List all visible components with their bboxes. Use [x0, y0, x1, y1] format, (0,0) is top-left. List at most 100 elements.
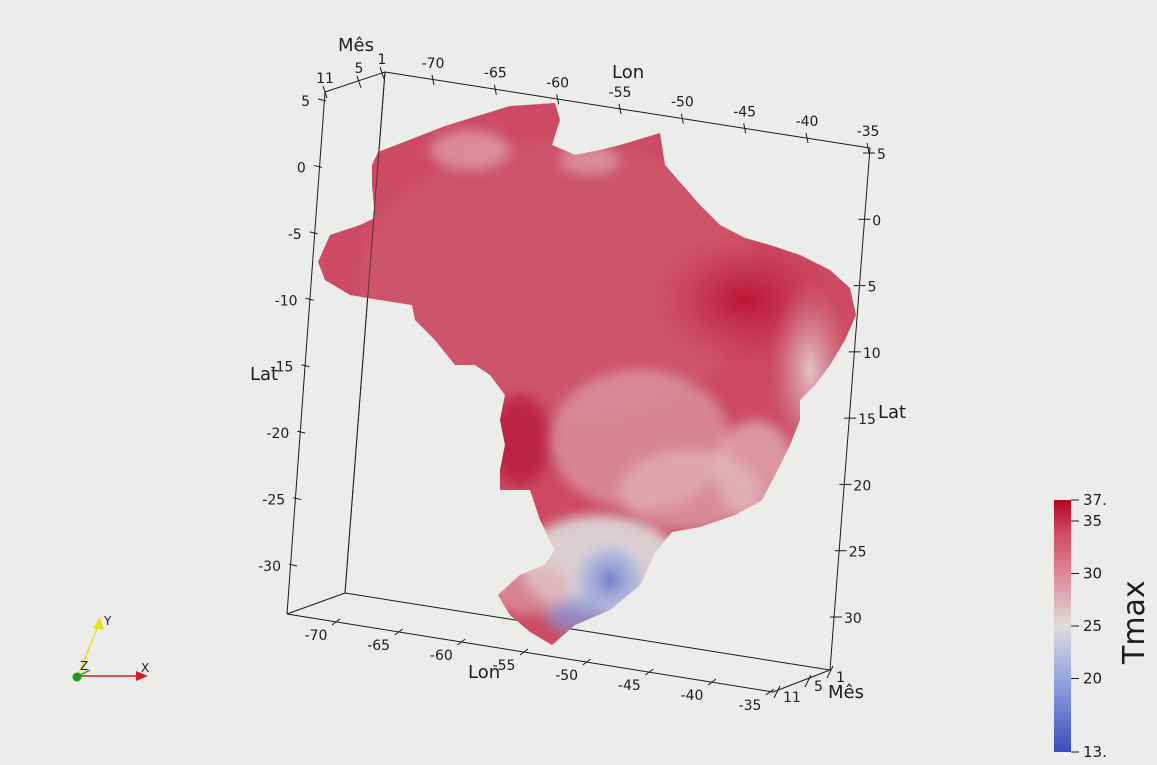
lon-top-tick-label: -60 [546, 75, 569, 91]
lon-top-tick [556, 94, 560, 105]
lon-bottom-tick-label: -70 [305, 628, 328, 644]
legend-max-label: 37. [1083, 491, 1107, 509]
lat-right-tick-label: 30 [844, 611, 862, 627]
lon-top-tick-label: -65 [484, 66, 507, 82]
month-top-tick [379, 66, 385, 80]
month-top-tick-label: 5 [355, 61, 364, 77]
lat-left-tick-label: -20 [266, 426, 289, 442]
z-arrow-head-icon [72, 672, 82, 682]
lat-axis-title-right: Lat [878, 402, 906, 423]
month-top-tick-label: 11 [316, 71, 334, 87]
lat-right-tick-label: 10 [863, 346, 881, 362]
month-ticks-top: 11 51 [316, 52, 387, 99]
lon-axis-title-bottom: Lon [468, 662, 500, 683]
month-bottom-tick-label: 11 [783, 690, 801, 706]
lat-left-tick [305, 297, 314, 301]
lon-top-tick [680, 113, 684, 124]
front-edge [344, 71, 386, 594]
month-top-tick [356, 75, 362, 89]
lon-bottom-tick-label: -65 [367, 638, 390, 654]
lat-right-tick-label: 20 [853, 478, 871, 494]
lat-right-tick-label: 25 [849, 545, 867, 561]
lon-top-tick [743, 123, 747, 134]
lat-right-tick-label: 15 [858, 412, 876, 428]
lon-top-tick-label: -45 [733, 104, 756, 120]
lon-top-tick-label: -40 [796, 114, 819, 130]
lon-bottom-tick-label: -45 [618, 678, 641, 694]
lon-bottom-tick-label: -35 [739, 698, 762, 714]
lat-left-tick-label: 5 [301, 94, 310, 110]
lat-left-tick [317, 98, 327, 102]
lon-top-tick-label: -70 [422, 56, 445, 72]
lon-ticks-top: -70 -65 -60 -55 -50 -45 -40 -35 [422, 56, 880, 154]
lat-left-tick-label: -25 [262, 493, 285, 509]
month-bottom-tick-label: 1 [836, 670, 845, 686]
lon-bottom-tick-label: -50 [555, 668, 578, 684]
x-arrow-head-icon [136, 671, 148, 681]
lon-top-tick-label: -35 [857, 124, 880, 140]
lon-bottom-tick [765, 688, 775, 696]
y-axis-arrow [77, 625, 99, 677]
lon-top-tick [866, 142, 870, 154]
lat-left-tick [297, 430, 306, 434]
tmax-surface [318, 103, 856, 645]
month-axis-title-top: Mês [338, 35, 374, 56]
y-arrow-head-icon [93, 617, 104, 630]
legend-ticks: 35 30 25 20 [1071, 512, 1102, 688]
lat-right-tick-label: 0 [872, 213, 881, 229]
month-bottom-tick [773, 685, 781, 699]
month-bottom-tick [826, 665, 834, 679]
x-axis-label: X [141, 661, 149, 675]
lat-right-tick-label: 5 [877, 147, 886, 163]
legend-tick-label: 25 [1083, 617, 1102, 635]
month-top-tick-label: 1 [378, 52, 387, 68]
legend-tick-label: 30 [1083, 565, 1102, 583]
legend-min-label: 13. [1083, 743, 1107, 761]
lat-left-tick-label: -15 [271, 360, 294, 376]
legend-title: Tmax [1117, 580, 1152, 665]
lat-left-tick [309, 231, 318, 235]
lat-left-tick [288, 563, 298, 567]
lon-top-tick-label: -50 [671, 95, 694, 111]
lat-ticks-left: 5 0 -5 -10 -15 -20 -25 -30 [258, 94, 327, 575]
lon-top-tick [805, 132, 809, 144]
lat-left-tick-label: -30 [258, 559, 281, 575]
lon-top-tick [493, 84, 497, 95]
month-bottom-tick [804, 674, 812, 688]
lon-bottom-tick [519, 648, 529, 656]
lat-left-tick-label: -5 [288, 227, 302, 243]
lon-top-tick-label: -55 [609, 85, 632, 101]
lon-ticks-bottom: -70 -65 -60 -55 -50 -45 -40 -35 [305, 618, 775, 714]
color-legend: 37. 13. 35 30 25 20 Tmax [1054, 491, 1152, 761]
lon-top-tick [618, 103, 622, 115]
lon-bottom-tick-label: -60 [430, 648, 453, 664]
lon-bottom-tick [645, 668, 654, 676]
legend-tick-label: 20 [1083, 670, 1102, 688]
lon-bottom-tick [582, 658, 591, 666]
lat-left-tick [293, 497, 302, 501]
lon-bottom-tick-label: -55 [493, 658, 516, 674]
month-bottom-tick-label: 5 [814, 679, 823, 695]
lat-axis-title-left: Lat [250, 364, 278, 385]
z-axis-label: Z [80, 659, 88, 673]
lat-left-tick [301, 364, 310, 368]
lat-left-tick-label: 0 [297, 160, 306, 176]
month-axis-title-bottom: Mês [828, 682, 864, 703]
lon-axis-title-top: Lon [612, 62, 644, 83]
legend-colorbar [1054, 500, 1071, 752]
lon-bottom-tick-label: -40 [681, 688, 704, 704]
lon-top-tick [431, 74, 435, 86]
lon-bottom-tick [707, 678, 717, 686]
orientation-axes-widget: X Y Z [72, 614, 149, 682]
lat-right-tick-label: 5 [868, 280, 877, 296]
lon-bottom-tick [394, 628, 403, 636]
lat-left-tick [313, 164, 322, 168]
y-axis-label: Y [103, 614, 112, 628]
lon-bottom-tick [457, 638, 466, 646]
month-top-tick [322, 85, 328, 99]
lat-left-tick-label: -10 [275, 293, 298, 309]
lon-bottom-tick [331, 618, 341, 626]
legend-tick-label: 35 [1083, 512, 1102, 530]
